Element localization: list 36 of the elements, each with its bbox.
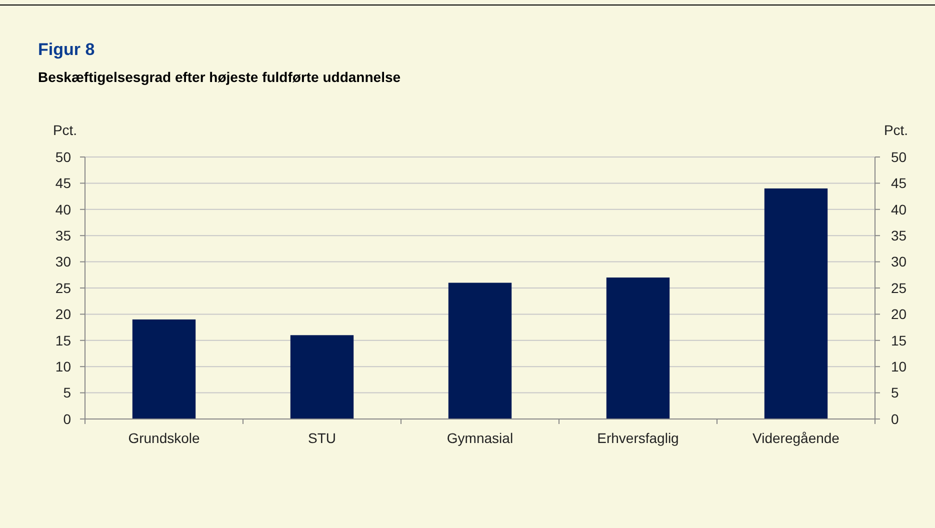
y2-tick-label: 35: [891, 228, 907, 244]
y-tick-label: 35: [55, 228, 72, 244]
bar: [290, 335, 354, 419]
x-tick-label: Erhversfaglig: [597, 430, 679, 446]
x-tick-label: Videregående: [752, 430, 840, 446]
y2-axis-title: Pct.: [884, 122, 908, 138]
y-tick-label: 0: [63, 410, 72, 427]
x-tick-label: Grundskole: [128, 430, 200, 446]
y2-tick-label: 50: [891, 148, 907, 165]
x-tick-label: STU: [308, 430, 336, 446]
y2-tick-label: 10: [891, 358, 907, 374]
y2-tick-label: 40: [891, 201, 907, 218]
y2-tick-label: 25: [891, 280, 907, 296]
y-tick-label: 5: [63, 384, 72, 401]
y-tick-label: 45: [55, 175, 72, 192]
bar: [132, 319, 196, 419]
x-tick-label: Gymnasial: [446, 430, 514, 446]
y2-tick-label: 45: [891, 175, 907, 192]
y2-tick-label: 15: [891, 332, 907, 348]
y-tick-label: 10: [55, 358, 72, 374]
bar: [448, 282, 512, 419]
y2-tick-label: 0: [891, 410, 899, 427]
bar: [606, 278, 670, 419]
y2-tick-label: 5: [891, 384, 899, 401]
y-tick-label: 25: [55, 280, 72, 296]
chart-subtitle: Beskæftigelsesgrad efter højeste fuldførte uddannelse: [38, 69, 401, 85]
y-tick-label: 50: [55, 148, 72, 165]
y-tick-label: 40: [55, 201, 72, 218]
y-tick-label: 30: [55, 254, 72, 270]
chart-title: Figur 8: [38, 40, 95, 59]
y2-tick-label: 30: [891, 254, 907, 270]
bar: [764, 188, 828, 419]
y2-tick-label: 20: [891, 306, 907, 322]
y-axis-title: Pct.: [52, 122, 78, 138]
y-tick-label: 15: [55, 332, 72, 348]
y-tick-label: 20: [55, 306, 72, 322]
